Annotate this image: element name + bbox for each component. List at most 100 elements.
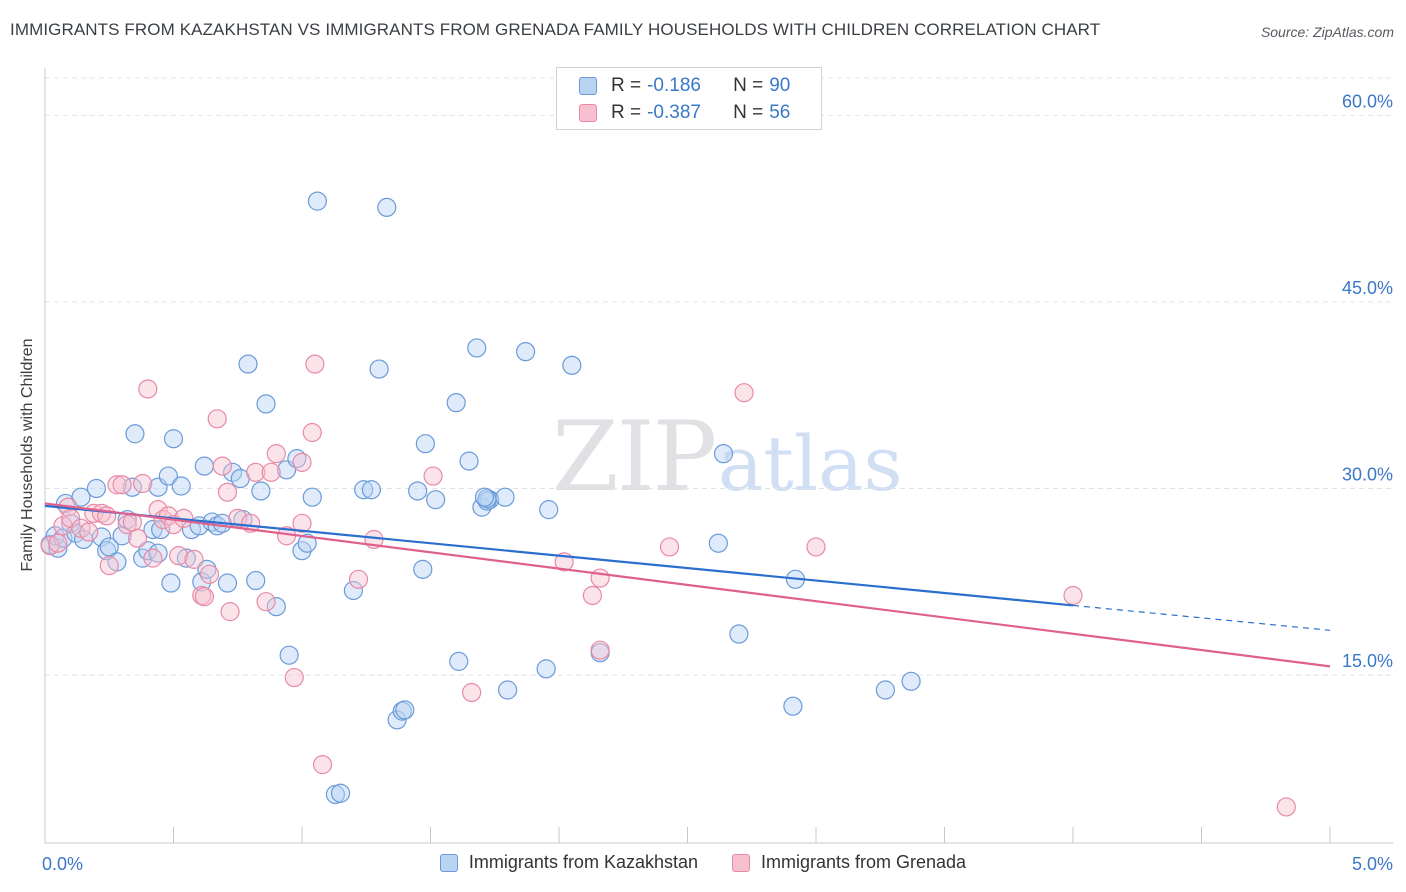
grenada-point — [207, 409, 227, 429]
watermark-atlas: atlas — [718, 419, 902, 508]
kazakhstan-point — [901, 671, 921, 691]
n-value: 56 — [769, 102, 791, 123]
r-label: R = — [611, 102, 642, 123]
legend-item-kazakhstan[interactable]: Immigrants from Kazakhstan — [439, 852, 698, 873]
kazakhstan-point — [297, 533, 317, 553]
kazakhstan-point — [539, 500, 559, 520]
kazakhstan-point — [377, 197, 397, 217]
r-value: -0.387 — [647, 102, 701, 123]
grenada-point — [184, 549, 204, 569]
x-tick-label: 0.0% — [42, 854, 83, 874]
kazakhstan-point — [125, 424, 145, 444]
kazakhstan-point — [266, 597, 286, 617]
grenada-point — [99, 556, 119, 576]
stats-row-grenada: R = -0.387 N = 56 — [579, 100, 790, 126]
kazakhstan-point — [163, 429, 184, 449]
kazakhstan-point — [217, 573, 238, 593]
kazakhstan-point — [343, 580, 363, 601]
kazakhstan-trendline-extension — [1072, 604, 1331, 631]
grenada-point — [734, 383, 754, 403]
kazakhstan-point — [330, 783, 351, 803]
grenada-legend-swatch — [732, 853, 750, 872]
n-label: N = — [733, 102, 764, 123]
kazakhstan-point — [354, 480, 374, 500]
n-value: 90 — [769, 75, 791, 96]
grenada-point — [107, 475, 127, 495]
kazakhstan-point — [61, 513, 81, 533]
kazakhstan-point — [536, 659, 556, 679]
y-tick-label: 30.0% — [1342, 464, 1393, 484]
kazakhstan-point — [713, 444, 734, 464]
source-label: Source: ZipAtlas.com — [1260, 24, 1394, 40]
kazakhstan-point — [361, 480, 381, 500]
kazakhstan-point — [194, 456, 214, 476]
kazakhstan-point — [415, 434, 435, 454]
grenada-point — [112, 475, 132, 495]
kazakhstan-point — [302, 487, 322, 507]
kazakhstan-point — [459, 451, 479, 471]
kazakhstan-point — [875, 680, 895, 700]
grenada-point — [91, 503, 112, 523]
kazakhstan-point — [99, 537, 119, 557]
grenada-trendline — [44, 502, 1331, 668]
grenada-point — [659, 537, 680, 557]
n-label: N = — [733, 75, 764, 96]
grenada-point — [1063, 585, 1083, 606]
kazakhstan-point — [408, 481, 428, 501]
kazakhstan-point — [369, 359, 389, 379]
grenada-point — [256, 592, 276, 612]
grenada-point — [199, 564, 220, 584]
kazakhstan-point — [192, 572, 212, 592]
kazakhstan-point — [48, 538, 68, 558]
kazakhstan-point — [279, 645, 299, 665]
grenada-point — [305, 354, 325, 374]
grenada-point — [217, 482, 238, 502]
kazakhstan-point — [256, 394, 276, 414]
grenada-point — [220, 602, 240, 622]
kazakhstan-point — [467, 338, 487, 358]
kazakhstan-point — [158, 466, 178, 486]
data-points — [40, 191, 1296, 817]
legend-label-kazakhstan: Immigrants from Kazakhstan — [468, 852, 698, 872]
grenada-point — [79, 522, 99, 542]
x-tick-label: 5.0% — [1352, 854, 1393, 874]
kazakhstan-point — [45, 526, 65, 546]
kazakhstan-point — [783, 696, 803, 716]
grenada-point — [117, 514, 137, 535]
kazakhstan-point — [413, 559, 433, 579]
kazakhstan-swatch — [579, 77, 597, 95]
y-tick-label: 15.0% — [1342, 651, 1393, 671]
y-tick-label: 60.0% — [1342, 91, 1393, 111]
y-tick-label: 45.0% — [1342, 278, 1393, 298]
kazakhstan-point — [86, 478, 107, 499]
grenada-point — [246, 462, 266, 482]
grenada-point — [48, 533, 68, 553]
kazakhstan-point — [729, 624, 749, 644]
kazakhstan-point — [446, 393, 466, 413]
grenada-point — [266, 444, 286, 464]
r-value: -0.186 — [647, 75, 701, 96]
grenada-point — [1276, 797, 1296, 817]
grenada-point — [348, 569, 369, 589]
kazakhstan-legend-swatch — [439, 853, 458, 872]
kazakhstan-point — [176, 548, 196, 568]
grenada-point — [127, 528, 148, 548]
kazakhstan-point — [426, 490, 446, 510]
chart-title: IMMIGRANTS FROM KAZAKHSTAN VS IMMIGRANTS… — [10, 20, 1101, 39]
grenada-point — [462, 682, 482, 703]
trend-lines — [44, 502, 1331, 668]
legend-label-grenada: Immigrants from Grenada — [761, 852, 967, 872]
kazakhstan-point — [395, 700, 415, 720]
grenada-swatch — [579, 104, 597, 122]
grenada-point — [212, 456, 232, 476]
grenada-point — [590, 568, 610, 588]
grenada-point — [284, 667, 304, 688]
axes — [44, 68, 1393, 844]
grenada-point — [582, 585, 603, 606]
kazakhstan-point — [246, 570, 266, 591]
kazakhstan-point — [562, 355, 582, 375]
kazakhstan-point — [474, 487, 495, 507]
tick-labels: 15.0% 30.0% 45.0% 60.0% 0.0% 5.0% — [42, 91, 1393, 874]
legend-item-grenada[interactable]: Immigrants from Grenada — [732, 852, 966, 873]
